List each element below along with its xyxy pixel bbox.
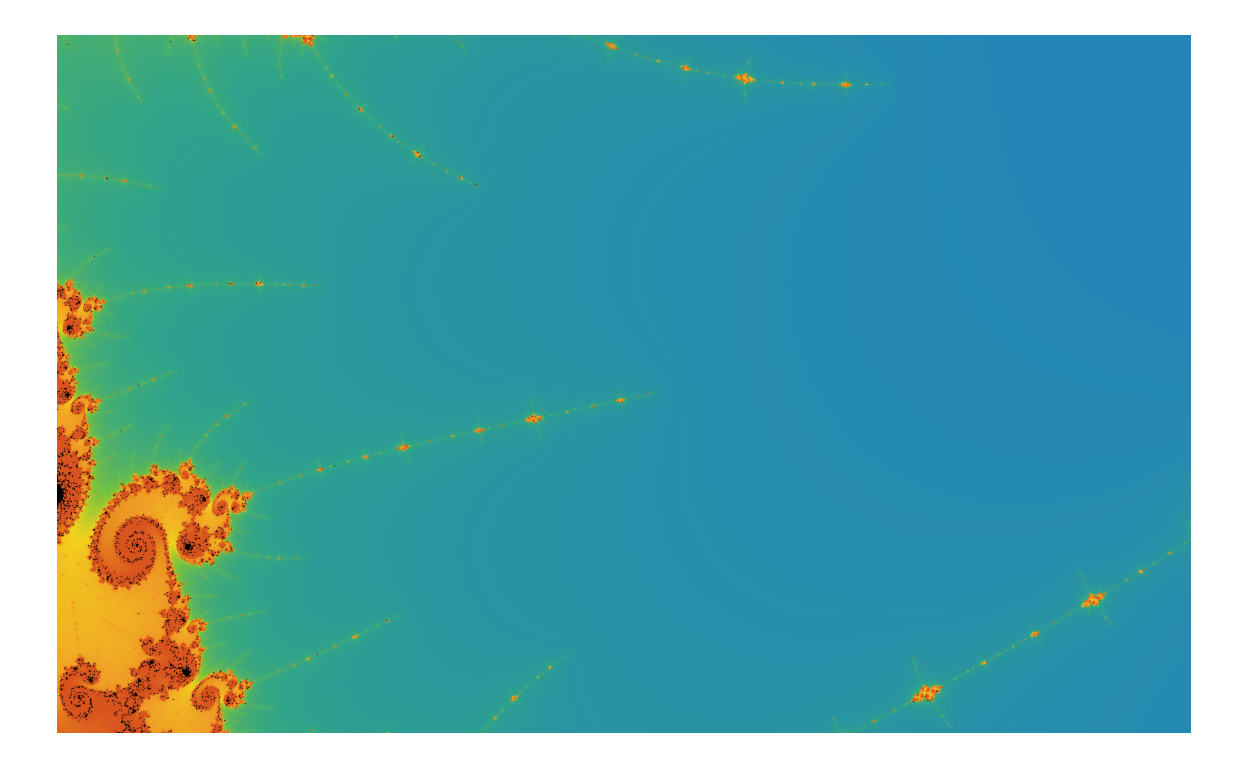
fractal-image <box>57 35 1191 733</box>
mandelbrot-canvas <box>57 35 1191 733</box>
